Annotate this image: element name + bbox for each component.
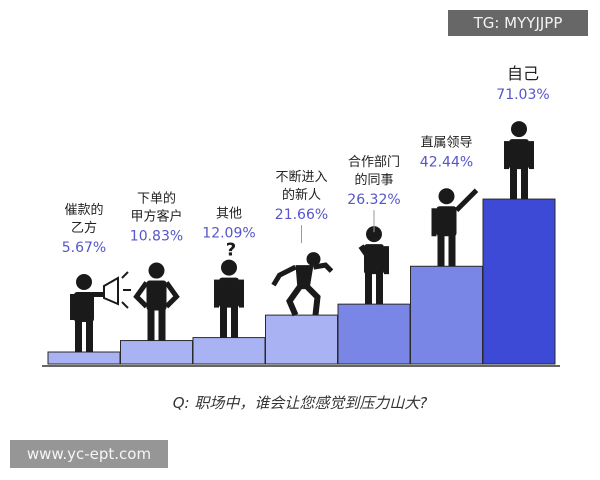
client-person-icon [133, 262, 180, 341]
megaphone-person-icon [70, 271, 131, 352]
bars-group [47, 198, 556, 365]
bar-1 [120, 340, 193, 365]
bar-2 [192, 337, 266, 365]
standing-person-icon [358, 226, 389, 305]
value-label-1: 10.83% [130, 229, 183, 245]
figures-group: ? [70, 121, 534, 352]
category-label-1-0: 下单的 [137, 191, 176, 207]
category-label-3-1: 的新人 [282, 187, 321, 203]
leader-lines-group [301, 210, 375, 244]
category-label-0-0: 催款的 [64, 202, 103, 218]
category-label-3-0: 不断进入 [275, 170, 327, 185]
category-label-4-0: 合作部门 [348, 155, 400, 170]
bar-5 [410, 265, 483, 365]
watermark-bottom: www.yc-ept.com [10, 440, 168, 468]
value-label-4: 26.32% [347, 192, 400, 208]
self-person-icon [504, 121, 534, 200]
question-mark-icon: ? [226, 240, 236, 261]
pointing-person-icon [431, 188, 479, 267]
bar-3 [265, 314, 338, 365]
value-label-2: 12.09% [202, 226, 255, 242]
category-label-6-0: 自己 [507, 64, 539, 83]
chart-question: Q: 职场中，谁会让您感觉到压力山大? [172, 394, 428, 412]
bar-6 [482, 198, 556, 365]
watermark-top: TG: MYYJJPP [448, 10, 588, 36]
category-label-4-1: 的同事 [354, 172, 393, 188]
value-label-6: 71.03% [496, 87, 549, 103]
climbing-person-icon [271, 252, 334, 317]
question-person-icon: ? [214, 240, 244, 338]
category-label-5-0: 直属领导 [420, 135, 472, 150]
bar-4 [337, 303, 411, 365]
value-label-5: 42.44% [420, 154, 473, 170]
category-label-1-1: 甲方客户 [130, 209, 182, 225]
value-label-0: 5.67% [62, 240, 106, 256]
bar-0 [47, 351, 121, 365]
value-label-3: 21.66% [275, 207, 328, 223]
category-label-0-1: 乙方 [71, 220, 97, 236]
category-label-2-0: 其他 [216, 207, 242, 222]
